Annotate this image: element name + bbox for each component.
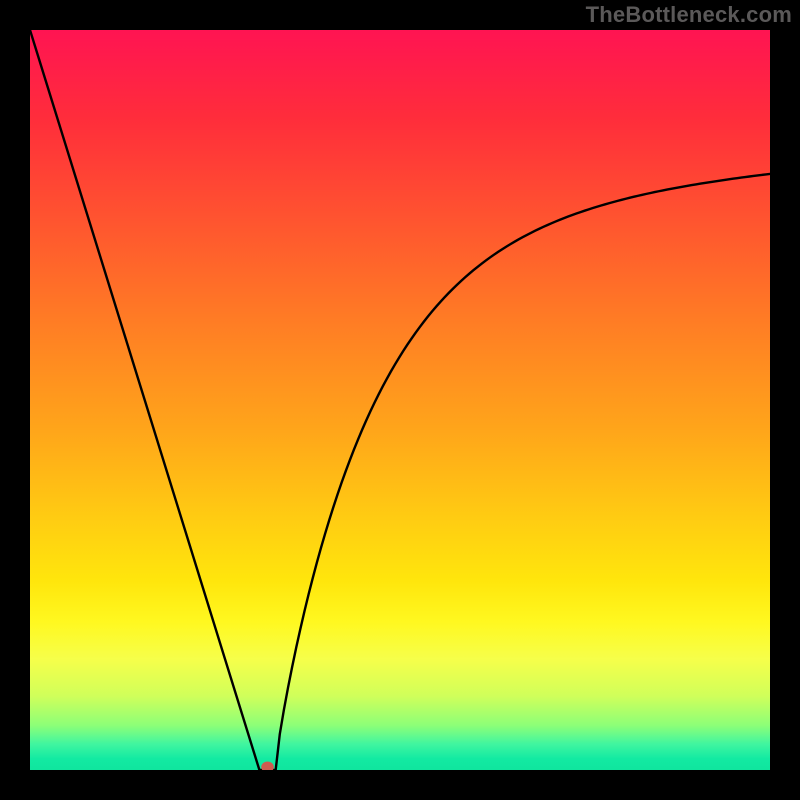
chart-frame: TheBottleneck.com <box>0 0 800 800</box>
plot-svg <box>30 30 770 770</box>
gradient-background <box>30 30 770 770</box>
plot-area <box>30 30 770 770</box>
watermark-text: TheBottleneck.com <box>586 2 792 28</box>
